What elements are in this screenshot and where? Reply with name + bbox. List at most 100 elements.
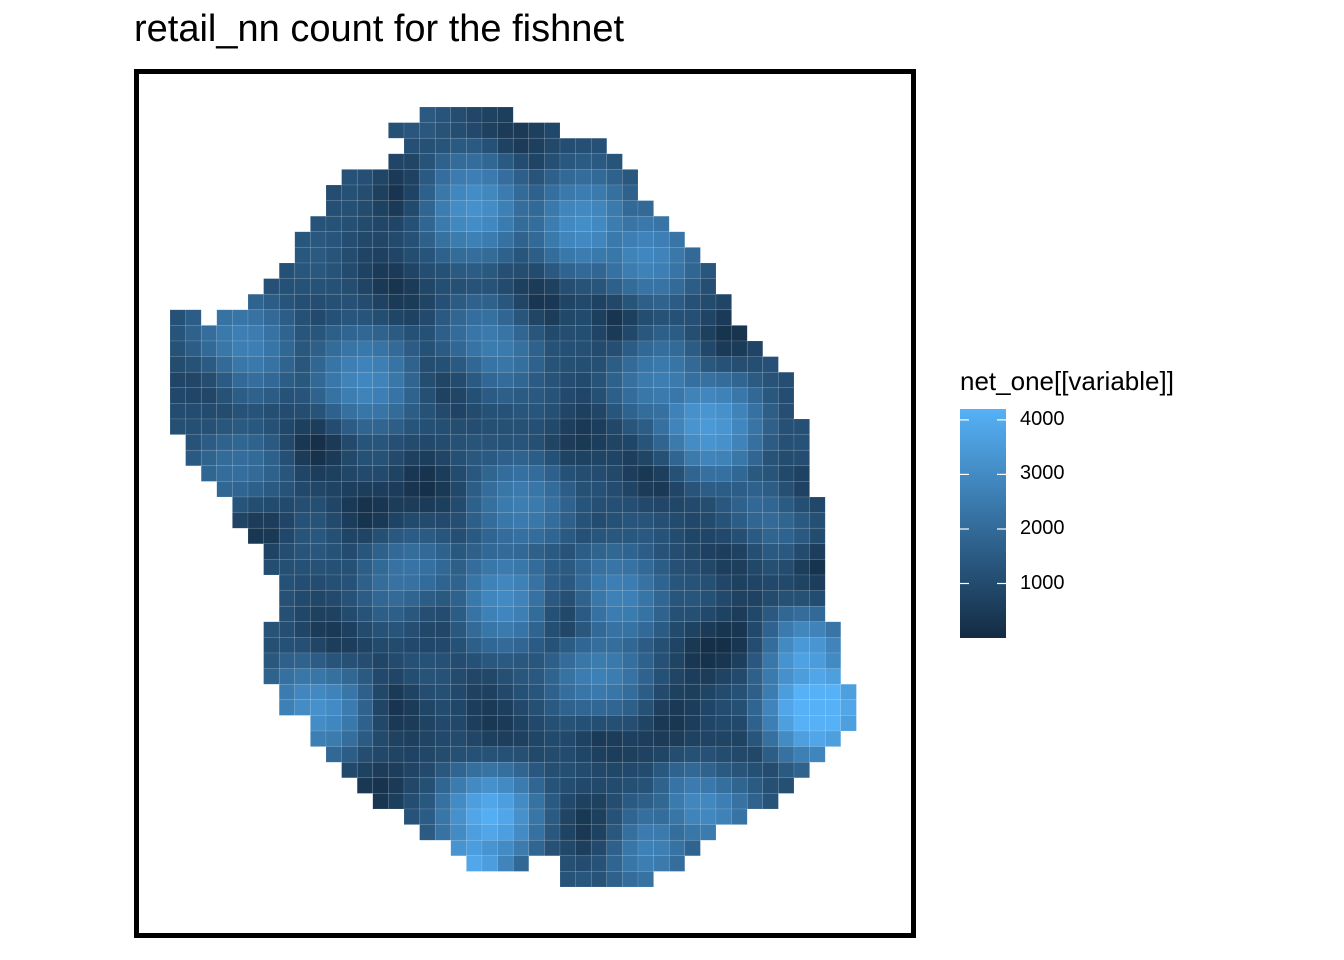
- fishnet-cell: [388, 309, 405, 326]
- fishnet-cell: [434, 169, 452, 186]
- fishnet-cell: [278, 387, 296, 404]
- fishnet-cell: [731, 434, 748, 451]
- fishnet-cell: [185, 403, 202, 420]
- fishnet-cell: [731, 496, 748, 513]
- fishnet-cell: [731, 683, 748, 701]
- fishnet-cell: [731, 652, 748, 669]
- fishnet-cell: [715, 683, 732, 701]
- fishnet-cell: [715, 559, 732, 576]
- fishnet-cell: [434, 153, 452, 170]
- fishnet-cell: [731, 808, 748, 825]
- fishnet-cell: [684, 715, 701, 732]
- fishnet-cell: [809, 559, 826, 576]
- fishnet-cell: [559, 715, 576, 732]
- fishnet-cell: [731, 793, 748, 810]
- fishnet-cell: [372, 496, 389, 513]
- fishnet-cell: [372, 247, 389, 264]
- fishnet-cell: [512, 621, 530, 638]
- fishnet-cell: [419, 746, 436, 763]
- fishnet-cell: [372, 403, 389, 420]
- fishnet-cell: [700, 496, 717, 513]
- fishnet-cell: [372, 527, 389, 545]
- fishnet-cell: [310, 699, 327, 716]
- fishnet-cell: [216, 356, 233, 373]
- fishnet-cell: [185, 325, 202, 342]
- fishnet-cell: [356, 668, 374, 685]
- fishnet-cell: [372, 434, 389, 451]
- fishnet-cell: [481, 387, 498, 404]
- fishnet-cell: [622, 434, 639, 451]
- fishnet-cell: [622, 481, 639, 498]
- fishnet-cell: [544, 262, 561, 279]
- fishnet-cell: [232, 449, 249, 467]
- fishnet-cell: [388, 278, 405, 295]
- fishnet-cell: [356, 387, 374, 404]
- fishnet-cell: [575, 808, 592, 825]
- fishnet-cell: [715, 371, 732, 389]
- fishnet-cell: [481, 605, 498, 623]
- fishnet-cell: [637, 215, 654, 233]
- fishnet-cell: [544, 309, 561, 326]
- fishnet-cell: [388, 434, 405, 451]
- fishnet-cell: [731, 777, 748, 794]
- fishnet-cell: [653, 855, 670, 872]
- fishnet-cell: [778, 746, 795, 763]
- fishnet-cell: [325, 699, 342, 716]
- fishnet-cell: [637, 839, 654, 857]
- fishnet-cell: [559, 574, 576, 591]
- fishnet-cell: [341, 309, 358, 326]
- fishnet-cell: [637, 340, 654, 357]
- fishnet-cell: [450, 793, 467, 810]
- fishnet-cell: [419, 309, 436, 326]
- fishnet-cell: [606, 215, 623, 233]
- fishnet-cell: [294, 559, 311, 576]
- fishnet-cell: [466, 340, 483, 357]
- fishnet-cell: [434, 231, 452, 248]
- fishnet-cell: [419, 200, 436, 217]
- fishnet-cell: [216, 434, 233, 451]
- fishnet-cell: [762, 543, 779, 560]
- fishnet-cell: [278, 605, 296, 623]
- fishnet-cell: [356, 746, 374, 763]
- fishnet-cell: [247, 527, 264, 545]
- fishnet-cell: [700, 262, 717, 279]
- fishnet-cell: [372, 325, 389, 342]
- fishnet-cell: [388, 730, 405, 747]
- fishnet-cell: [310, 637, 327, 654]
- fishnet-cell: [793, 730, 810, 747]
- fishnet-cell: [668, 652, 686, 669]
- fishnet-cell: [481, 855, 498, 872]
- fishnet-cell: [684, 730, 701, 747]
- fishnet-cell: [310, 512, 327, 529]
- fishnet-cell: [388, 403, 405, 420]
- fishnet-cell: [325, 247, 342, 264]
- fishnet-cell: [169, 340, 186, 357]
- fishnet-cell: [653, 512, 670, 529]
- fishnet-cell: [341, 527, 358, 545]
- fishnet-cell: [606, 839, 623, 857]
- fishnet-cell: [684, 777, 701, 794]
- fishnet-cell: [668, 574, 686, 591]
- fishnet-cell: [544, 231, 561, 248]
- fishnet-cell: [668, 855, 686, 872]
- fishnet-cell: [372, 293, 389, 311]
- fishnet-cell: [575, 855, 592, 872]
- fishnet-cell: [684, 340, 701, 357]
- fishnet-cell: [419, 418, 436, 435]
- fishnet-cell: [434, 481, 452, 498]
- fishnet-cell: [762, 730, 779, 747]
- fishnet-cell: [559, 871, 576, 888]
- fishnet-cell: [372, 449, 389, 467]
- fishnet-cell: [388, 605, 405, 623]
- fishnet-cell: [622, 293, 639, 311]
- fishnet-cell: [668, 824, 686, 841]
- fishnet-cell: [824, 715, 842, 732]
- fishnet-cell: [762, 699, 779, 716]
- fishnet-cell: [263, 465, 280, 482]
- fishnet-cell: [419, 278, 436, 295]
- fishnet-cell: [481, 793, 498, 810]
- fishnet-cell: [668, 683, 686, 701]
- fishnet-cell: [793, 481, 810, 498]
- fishnet-cell: [590, 668, 608, 685]
- fishnet-cell: [668, 559, 686, 576]
